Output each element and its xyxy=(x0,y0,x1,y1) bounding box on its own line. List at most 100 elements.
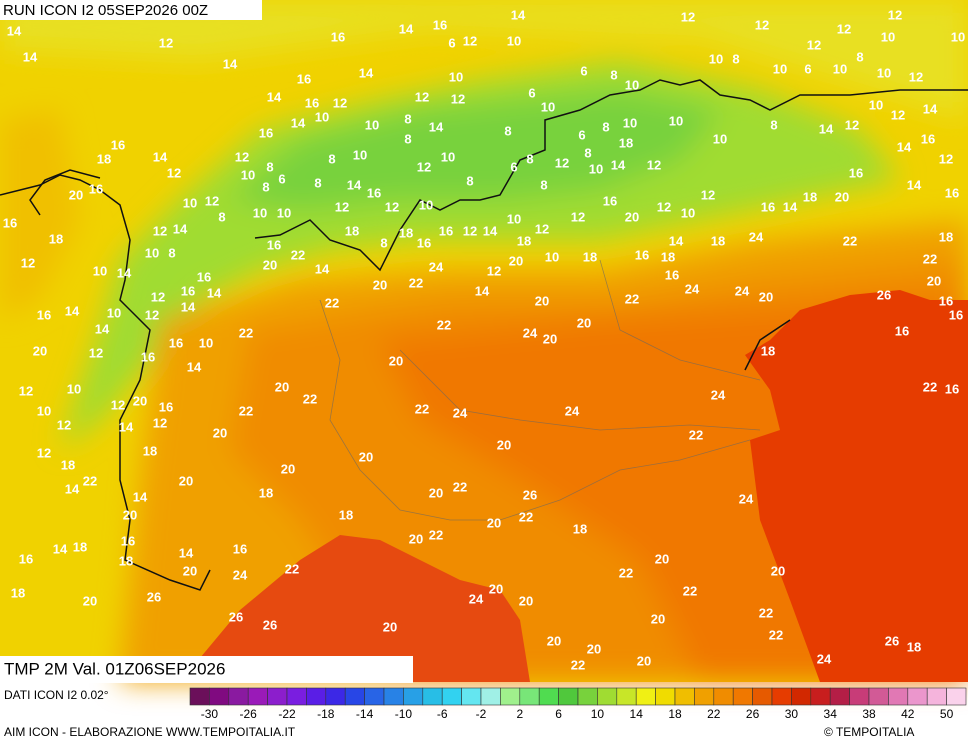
temperature-label: 14 xyxy=(181,299,196,314)
colorbar-tick-label: 10 xyxy=(591,707,605,721)
temperature-label: 14 xyxy=(95,321,110,336)
temperature-label: 14 xyxy=(347,177,362,192)
temperature-label: 18 xyxy=(711,233,725,248)
temperature-label: 24 xyxy=(685,281,700,296)
temperature-label: 20 xyxy=(587,641,601,656)
colorbar-cell xyxy=(247,687,268,706)
temperature-label: 12 xyxy=(145,307,159,322)
temperature-label: 14 xyxy=(923,101,938,116)
temperature-label: 16 xyxy=(603,193,617,208)
temperature-label: 20 xyxy=(497,437,511,452)
colorbar-cell xyxy=(422,687,443,706)
temperature-label: 10 xyxy=(545,249,559,264)
temperature-label: 8 xyxy=(540,177,547,192)
temperature-label: 16 xyxy=(939,293,953,308)
temperature-label: 18 xyxy=(119,553,133,568)
temperature-label: 16 xyxy=(297,71,311,86)
temperature-label: 12 xyxy=(451,91,465,106)
temperature-label: 10 xyxy=(881,29,895,44)
temperature-label: 12 xyxy=(57,417,71,432)
colorbar-tick-label: 6 xyxy=(555,707,562,721)
temperature-label: 22 xyxy=(625,291,639,306)
temperature-label: 16 xyxy=(945,381,959,396)
temperature-label: 8 xyxy=(526,151,533,166)
colorbar-tick-label: 22 xyxy=(707,707,721,721)
temperature-label: 12 xyxy=(19,383,33,398)
temperature-label: 12 xyxy=(111,397,125,412)
temperature-label: 18 xyxy=(583,249,597,264)
temperature-label: 16 xyxy=(849,165,863,180)
temperature-label: 18 xyxy=(11,585,25,600)
colorbar-tick-label: -22 xyxy=(278,707,296,721)
temperature-label: 6 xyxy=(278,171,285,186)
temperature-label: 12 xyxy=(21,255,35,270)
temperature-label: 10 xyxy=(37,403,51,418)
colorbar-tick-label: 38 xyxy=(862,707,876,721)
temperature-label: 20 xyxy=(275,379,289,394)
temperature-label: 10 xyxy=(67,381,81,396)
run-box xyxy=(0,0,262,20)
temperature-label: 14 xyxy=(117,265,132,280)
colorbar-cell xyxy=(480,687,501,706)
temperature-label: 20 xyxy=(927,273,941,288)
temperature-label: 22 xyxy=(285,561,299,576)
temperature-label: 20 xyxy=(577,315,591,330)
temperature-label: 12 xyxy=(159,35,173,50)
colorbar-tick-label: 14 xyxy=(630,707,644,721)
temperature-label: 22 xyxy=(571,657,585,672)
temperature-label: 20 xyxy=(359,449,373,464)
colorbar-tick-label: -6 xyxy=(437,707,448,721)
colorbar-tick-label: 2 xyxy=(516,707,523,721)
temperature-label: 14 xyxy=(119,419,134,434)
temperature-label: 12 xyxy=(153,415,167,430)
temperature-label: 12 xyxy=(385,199,399,214)
temperature-label: 12 xyxy=(487,263,501,278)
temperature-label: 20 xyxy=(637,653,651,668)
temperature-label: 16 xyxy=(159,399,173,414)
temperature-label: 10 xyxy=(681,205,695,220)
temperature-label: 20 xyxy=(69,187,83,202)
temperature-label: 14 xyxy=(429,119,444,134)
temperature-label: 10 xyxy=(365,117,379,132)
temperature-label: 14 xyxy=(611,157,626,172)
temperature-label: 16 xyxy=(141,349,155,364)
temperature-label: 6 xyxy=(578,127,585,142)
temperature-label: 10 xyxy=(199,335,213,350)
temperature-label: 14 xyxy=(315,261,330,276)
credit-label: AIM ICON - ELABORAZIONE WWW.TEMPOITALIA.… xyxy=(4,725,296,739)
temperature-label: 20 xyxy=(409,531,423,546)
valid-box xyxy=(0,656,413,683)
temperature-label: 12 xyxy=(939,151,953,166)
colorbar-cell xyxy=(926,687,947,706)
temperature-label: 24 xyxy=(749,229,764,244)
colorbar-cell xyxy=(500,687,521,706)
temperature-label: 8 xyxy=(770,117,777,132)
temperature-label: 16 xyxy=(949,307,963,322)
colorbar-cell xyxy=(189,687,210,706)
temperature-label: 22 xyxy=(683,583,697,598)
temperature-label: 10 xyxy=(277,205,291,220)
temperature-label: 16 xyxy=(945,185,959,200)
temperature-label: 12 xyxy=(151,289,165,304)
temperature-label: 26 xyxy=(523,487,537,502)
colorbar-cell xyxy=(344,687,365,706)
temperature-label: 14 xyxy=(207,285,222,300)
temperature-label: 18 xyxy=(345,223,359,238)
temperature-label: 10 xyxy=(507,211,521,226)
temperature-label: 14 xyxy=(291,115,306,130)
temperature-label: 16 xyxy=(921,131,935,146)
temperature-label: 8 xyxy=(856,49,863,64)
temperature-label: 16 xyxy=(895,323,909,338)
temperature-label: 14 xyxy=(819,121,834,136)
colorbar-tick-label: -14 xyxy=(356,707,374,721)
temperature-label: 20 xyxy=(383,619,397,634)
colorbar-tick-label: 50 xyxy=(940,707,954,721)
temperature-label: 20 xyxy=(213,425,227,440)
colorbar-cell xyxy=(383,687,404,706)
temperature-label: 10 xyxy=(669,113,683,128)
temperature-label: 12 xyxy=(333,95,347,110)
temperature-label: 26 xyxy=(147,589,161,604)
colorbar-cell xyxy=(791,687,812,706)
temperature-label: 22 xyxy=(843,233,857,248)
